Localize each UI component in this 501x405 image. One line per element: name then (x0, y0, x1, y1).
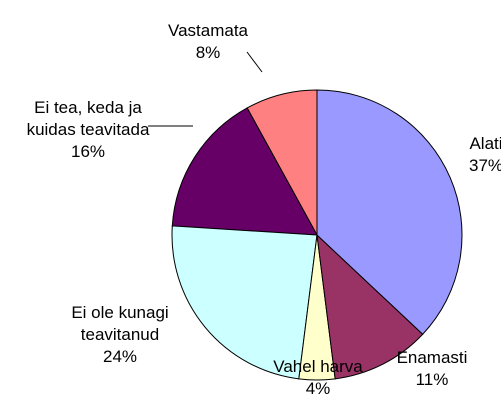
value-label: 37% (468, 156, 501, 175)
category-label: Ei tea, keda ja kuidas teavitada (26, 98, 150, 139)
slice-label: Enamasti 11% (397, 347, 468, 391)
value-label: 11% (415, 370, 449, 389)
slice-label: Ei tea, keda ja kuidas teavitada 16% (27, 97, 150, 163)
pie-slice (171, 107, 318, 236)
pie-slice (316, 233, 424, 380)
value-label: 4% (305, 379, 331, 398)
value-label: 16% (70, 142, 106, 161)
value-label: 8% (195, 43, 221, 62)
category-label: Alati (469, 134, 501, 153)
category-label: Vahel harva (273, 357, 363, 376)
category-label: Ei ole kunagi teavitanud (71, 303, 169, 344)
category-label: Enamasti (396, 348, 468, 367)
leader-line (246, 51, 263, 73)
pie-slice (316, 89, 463, 335)
slice-label: Ei ole kunagi teavitanud 24% (71, 302, 168, 368)
slice-label: Alati 37% (469, 133, 501, 177)
category-label: Vastamata (167, 21, 249, 40)
slice-label: Vastamata 8% (168, 20, 248, 64)
slice-label: Vahel harva 4% (273, 356, 362, 400)
pie-slice (171, 225, 318, 380)
value-label: 24% (102, 347, 138, 366)
